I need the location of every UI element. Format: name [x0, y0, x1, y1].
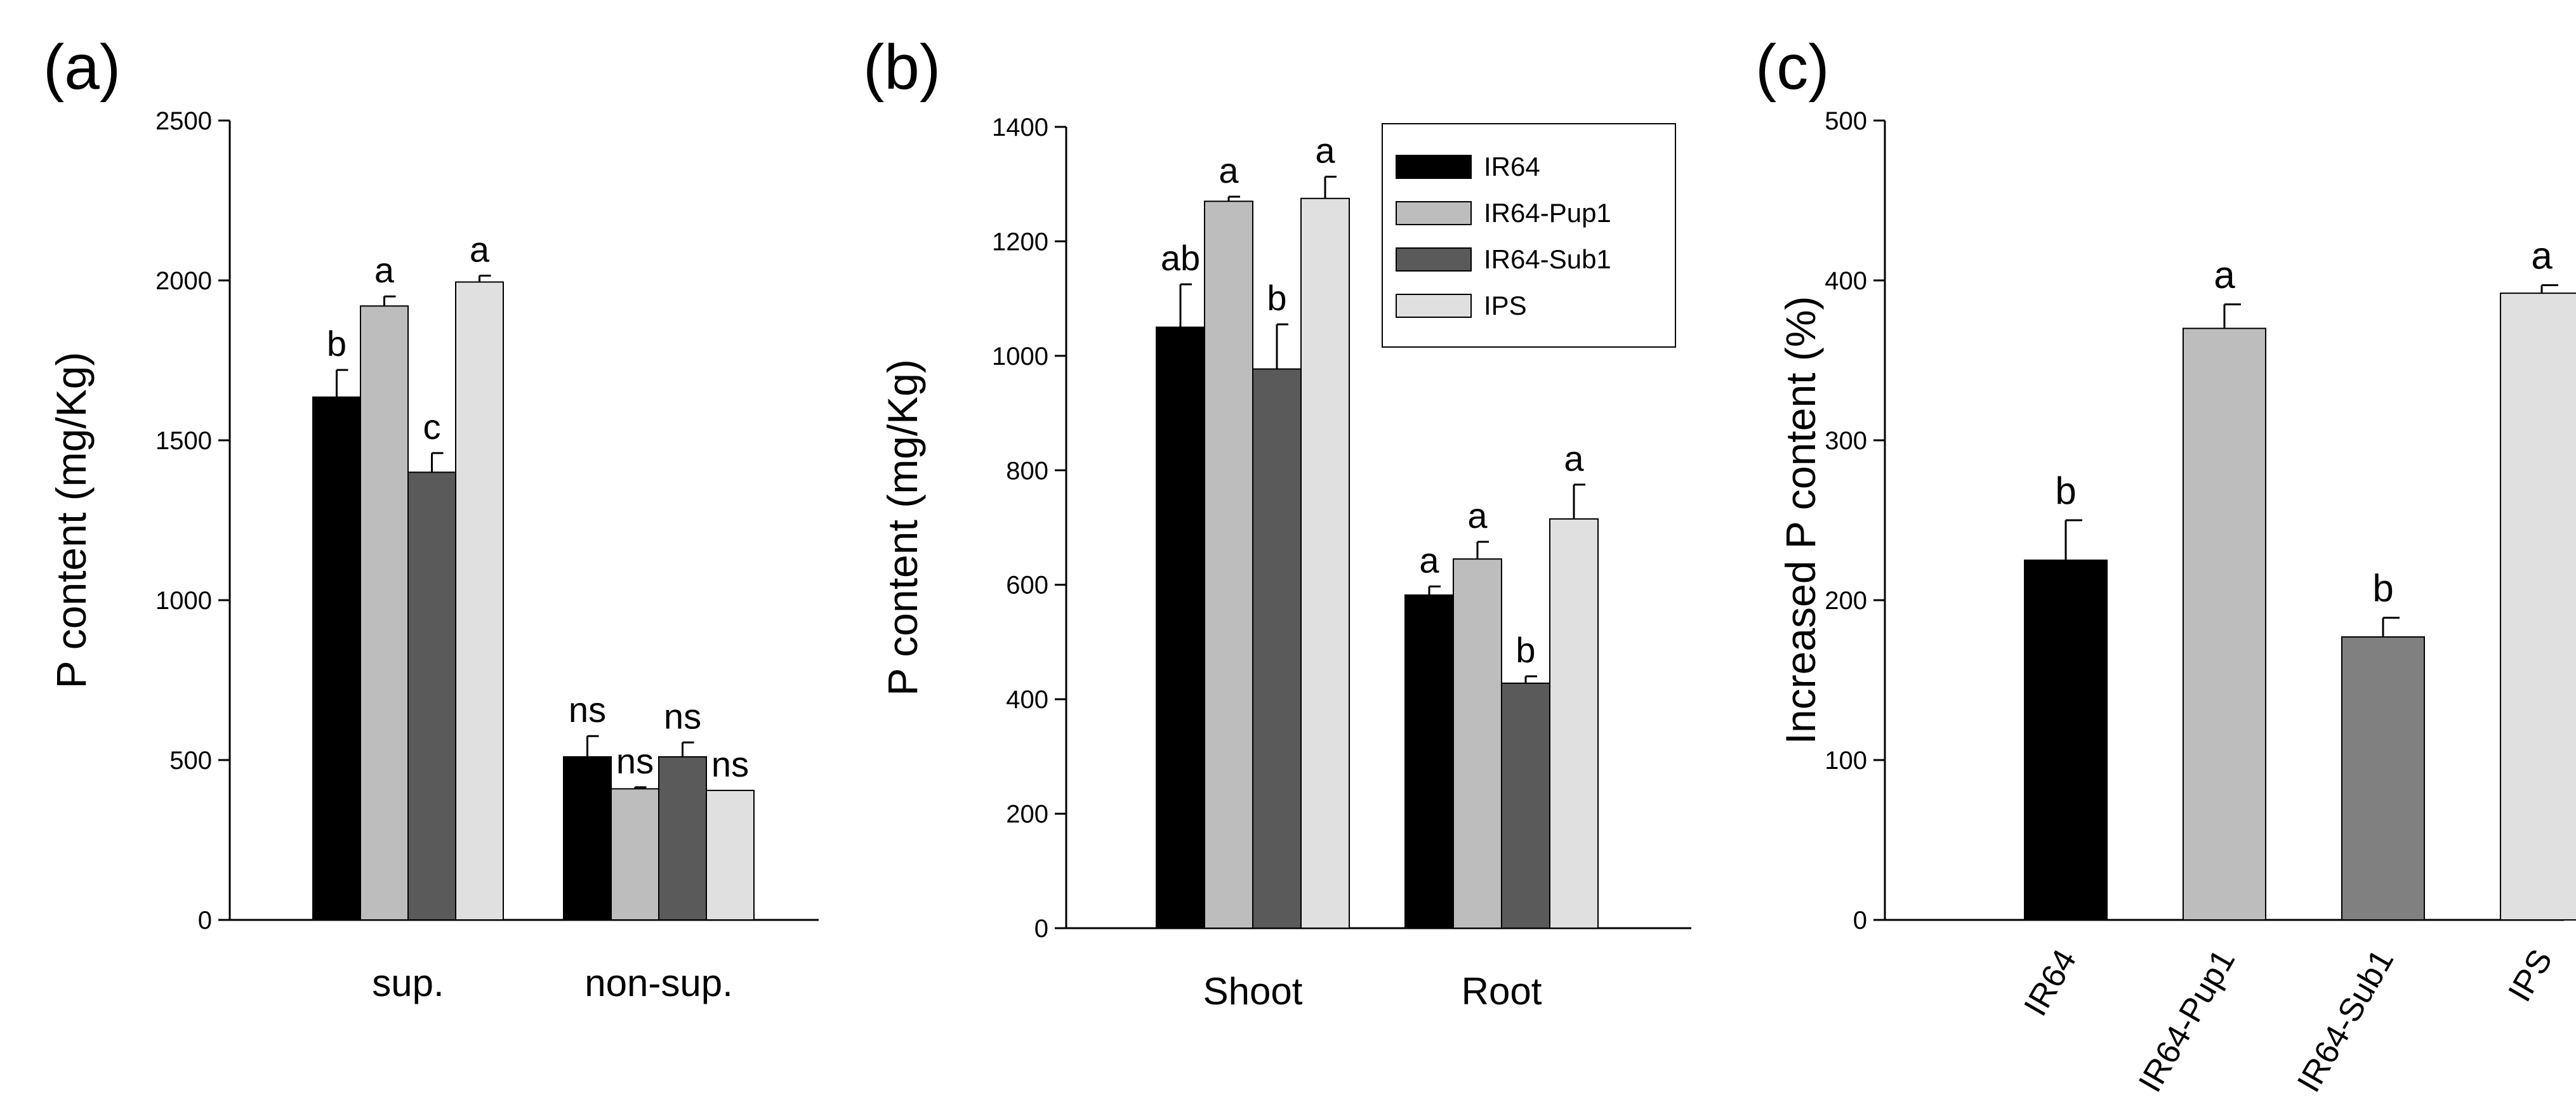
b-legend-label-ir64: IR64: [1484, 152, 1540, 181]
c-y-tick-label: 300: [1825, 427, 1867, 455]
b-legend-swatch-ips: [1396, 294, 1472, 318]
a-significance-letter: ns: [664, 696, 701, 736]
a-bar-ir64-pup1-sup: [360, 305, 409, 921]
a-y-tick-label: 2000: [155, 267, 212, 295]
b-legend-label-ir64-pup1: IR64-Pup1: [1484, 198, 1611, 228]
panel-c-chart: 0 100 200 300 400 500 Increased P content (%) (…: [1755, 32, 2576, 1098]
c-significance-letter: b: [2055, 469, 2076, 512]
b-legend-swatch-ir64-pup1: [1396, 201, 1472, 225]
c-y-tick-label: 400: [1825, 267, 1867, 295]
b-x-tick-label-root: Root: [1462, 970, 1542, 1013]
c-y-axis-title: Increased P content (%): [1777, 296, 1824, 745]
c-bar-ir64-sub1: [2341, 636, 2425, 921]
panel-a-chart: 0 500 1000 1500 2000 2500 P content (mg/Kg) (a)…: [43, 32, 819, 1004]
b-y-tick-label: 600: [1006, 572, 1048, 600]
b-x-tick-label-shoot: Shoot: [1203, 970, 1303, 1013]
a-panel-label: (a): [43, 32, 121, 103]
c-bar-ir64-pup1: [2183, 327, 2266, 921]
a-significance-letter: c: [423, 407, 441, 447]
a-bar-ir64-sub1-sup: [407, 471, 456, 921]
b-significance-letter: ab: [1161, 238, 1200, 278]
b-bar-ir64-root: [1404, 594, 1454, 929]
a-bar-ir64-sub1-non-sup: [658, 756, 707, 921]
b-bar-ir64-sub1-root: [1501, 682, 1550, 929]
b-y-tick-label: 1200: [992, 228, 1048, 256]
b-legend-label-ips: IPS: [1484, 291, 1527, 320]
c-significance-letter: a: [2214, 254, 2235, 296]
c-significance-letter: b: [2372, 567, 2393, 610]
c-bar-ir64: [2024, 560, 2108, 921]
a-bar-ips-non-sup: [706, 789, 755, 921]
a-significance-letter: b: [327, 324, 347, 364]
b-bar-ir64-sub1-shoot: [1252, 368, 1302, 929]
b-y-tick-label: 400: [1006, 686, 1048, 714]
c-x-tick-label-ips: IPS: [2501, 943, 2559, 1008]
b-significance-letter: a: [1467, 495, 1488, 535]
a-y-tick-label: 500: [169, 747, 212, 775]
a-bar-ir64-non-sup: [563, 756, 612, 921]
b-bar-ir64-pup1-shoot: [1204, 200, 1253, 929]
c-y-tick-label: 100: [1825, 747, 1867, 775]
a-bar-ips-sup: [455, 281, 504, 921]
b-y-tick-label: 1000: [992, 343, 1048, 371]
a-significance-letter: ns: [569, 690, 606, 730]
b-significance-letter: a: [1219, 150, 1239, 190]
b-significance-letter: a: [1419, 540, 1439, 580]
c-x-tick-label-ir64: IR64: [2017, 943, 2084, 1022]
panel-b-chart: 0 200 400 600 800 1000 1200 1400 P content (mg/K…: [863, 32, 1691, 1013]
b-legend-swatch-ir64: [1396, 155, 1472, 179]
b-legend-swatch-ir64-sub1: [1396, 247, 1472, 272]
c-x-tick-label-ir64-sub1: IR64-Sub1: [2290, 943, 2401, 1098]
b-bar-ips-shoot: [1300, 197, 1350, 929]
a-significance-letter: a: [470, 229, 490, 269]
b-y-tick-label: 800: [1006, 457, 1048, 485]
a-bar-ir64-sup: [312, 396, 361, 921]
a-x-tick-label-non-sup: non-sup.: [585, 962, 733, 1004]
b-bar-ips-root: [1549, 518, 1599, 929]
a-y-tick-label: 0: [198, 907, 212, 935]
a-x-tick-label-sup: sup.: [372, 962, 444, 1004]
a-y-tick-label: 2500: [155, 107, 212, 135]
c-significance-letter: a: [2531, 235, 2553, 277]
b-significance-letter: a: [1564, 438, 1584, 478]
a-significance-letter: a: [374, 250, 395, 290]
c-y-tick-label: 0: [1853, 907, 1867, 935]
b-panel-label: (b): [863, 32, 941, 103]
b-significance-letter: b: [1267, 278, 1286, 318]
c-y-tick-label: 200: [1825, 587, 1867, 615]
b-legend-label-ir64-sub1: IR64-Sub1: [1484, 244, 1611, 274]
b-y-tick-label: 1400: [992, 114, 1048, 141]
b-y-axis-title: P content (mg/Kg): [879, 359, 926, 696]
b-significance-letter: a: [1315, 130, 1335, 170]
a-y-axis-title: P content (mg/Kg): [48, 352, 95, 689]
b-y-tick-label: 200: [1006, 801, 1048, 829]
a-significance-letter: ns: [616, 741, 654, 781]
b-y-tick-label: 0: [1034, 915, 1048, 943]
b-bar-ir64-pup1-root: [1453, 558, 1502, 929]
a-y-tick-label: 1000: [155, 587, 212, 615]
c-bar-ips: [2500, 292, 2576, 921]
b-significance-letter: b: [1516, 630, 1535, 670]
c-y-tick-label: 500: [1825, 107, 1867, 135]
c-panel-label: (c): [1755, 32, 1830, 103]
b-bar-ir64-shoot: [1156, 326, 1205, 929]
c-x-tick-label-ir64-pup1: IR64-Pup1: [2132, 943, 2243, 1098]
a-y-tick-label: 1500: [155, 427, 212, 455]
a-bar-ir64-pup1-non-sup: [611, 788, 659, 921]
a-significance-letter: ns: [711, 744, 749, 784]
